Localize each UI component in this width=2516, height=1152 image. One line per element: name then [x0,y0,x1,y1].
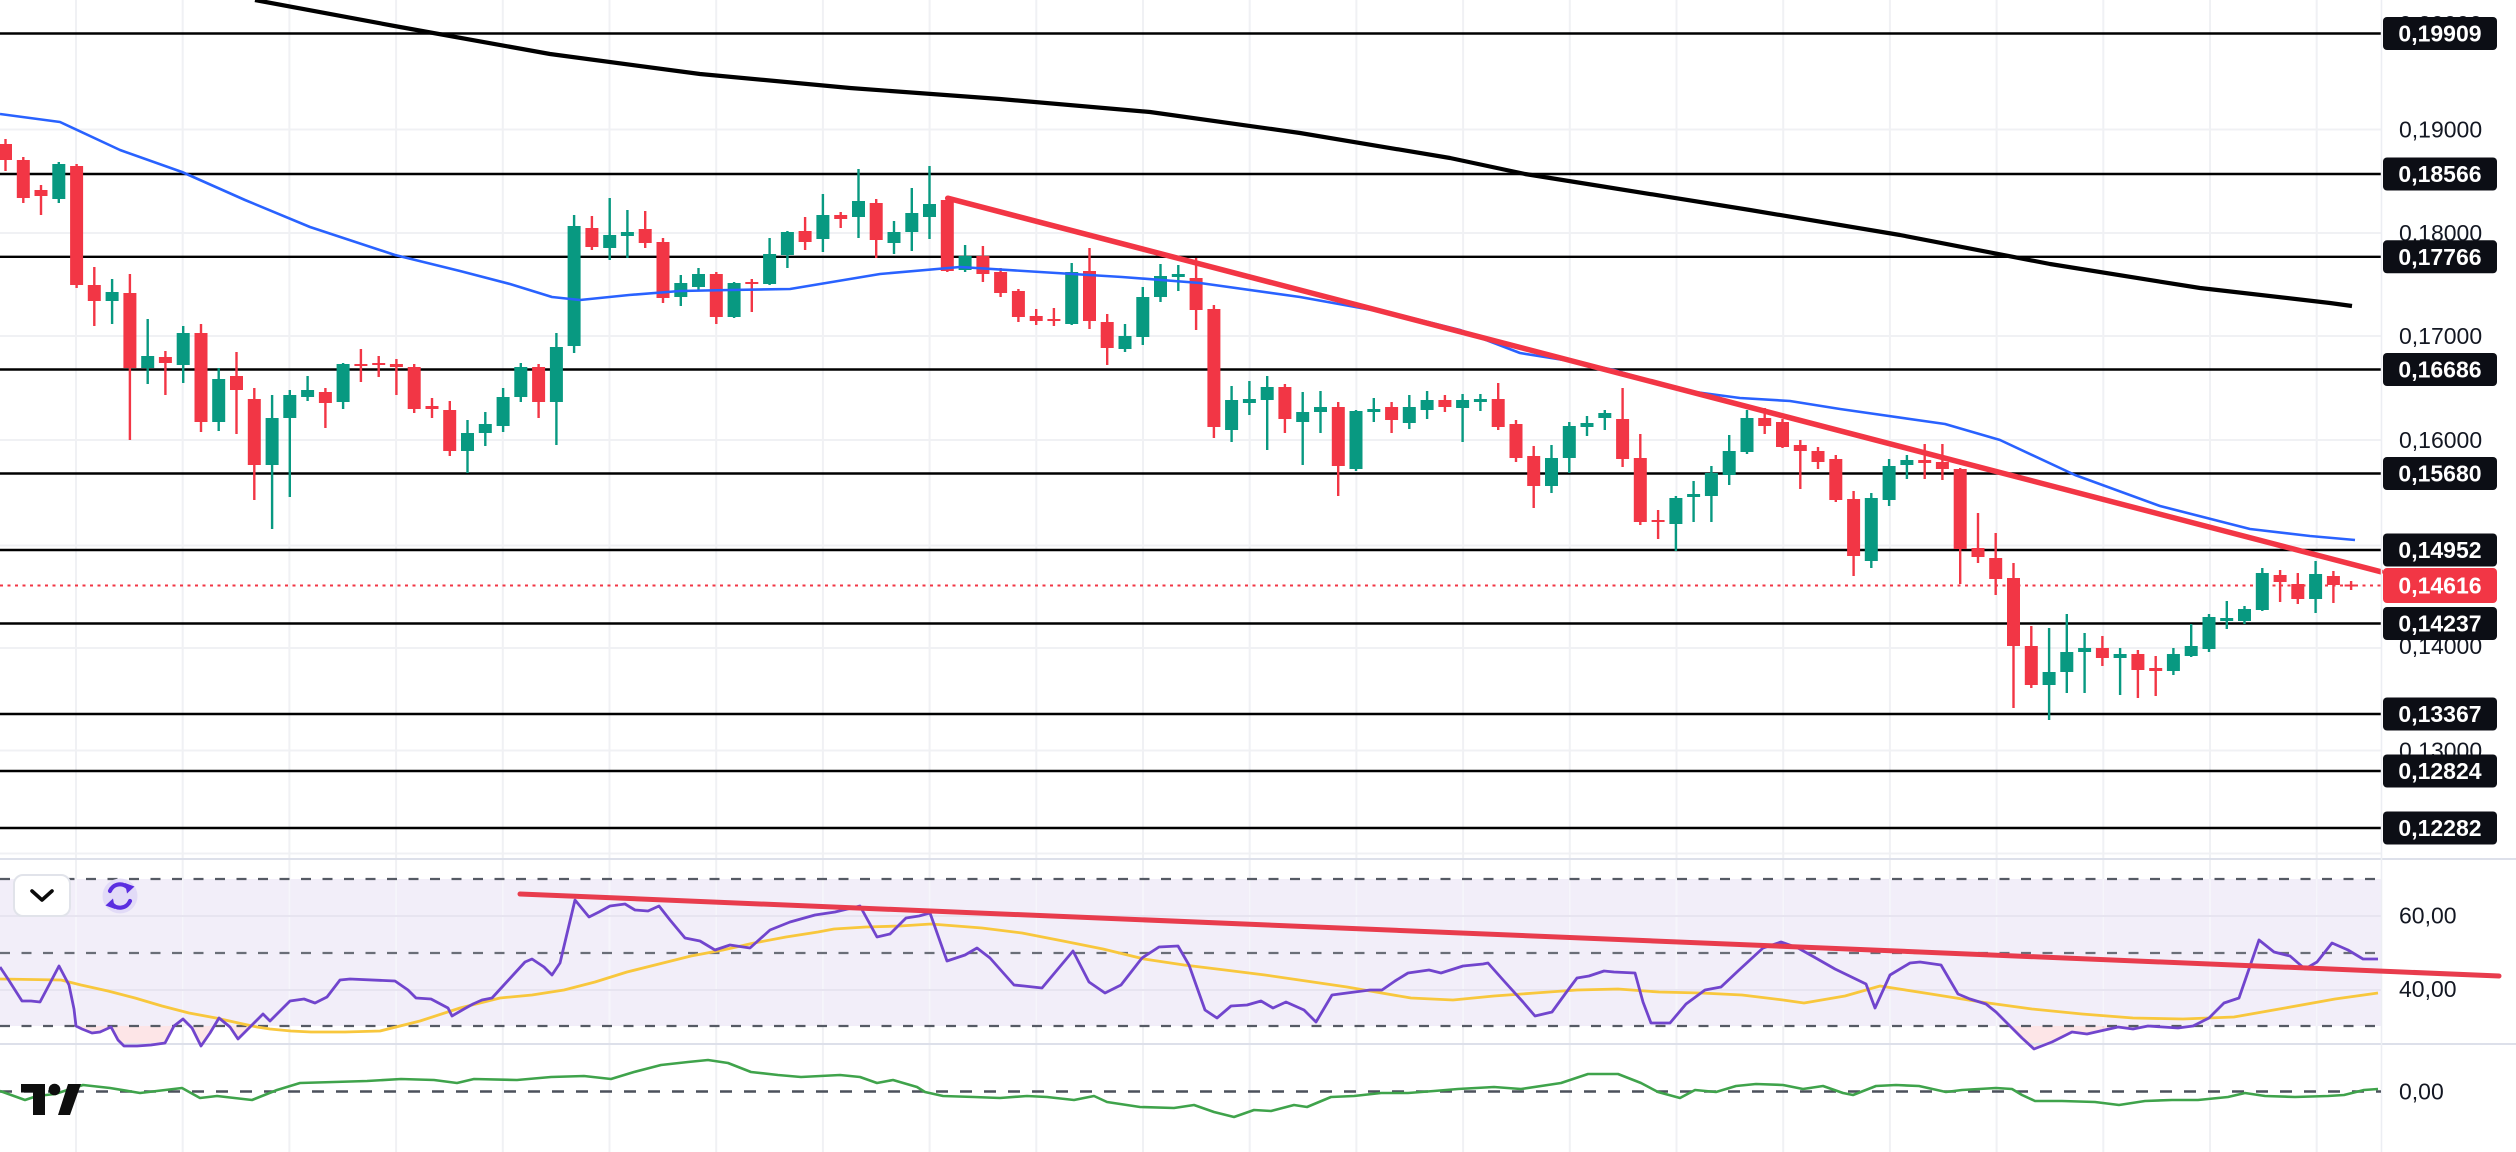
svg-text:0,16000: 0,16000 [2399,427,2482,453]
svg-text:0,14237: 0,14237 [2398,611,2481,637]
svg-text:0,00: 0,00 [2399,1079,2444,1105]
svg-text:0,14616: 0,14616 [2398,573,2481,599]
svg-text:0,14952: 0,14952 [2398,537,2481,563]
svg-text:60,00: 60,00 [2399,903,2457,929]
svg-text:0,16686: 0,16686 [2398,357,2481,383]
svg-text:0,15680: 0,15680 [2398,461,2481,487]
svg-text:0,17766: 0,17766 [2398,244,2481,270]
svg-text:0,13367: 0,13367 [2398,701,2481,727]
svg-text:0,19000: 0,19000 [2399,117,2482,143]
svg-text:0,12282: 0,12282 [2398,815,2481,841]
svg-text:40,00: 40,00 [2399,976,2457,1002]
svg-text:0,17000: 0,17000 [2399,323,2482,349]
svg-text:0,18566: 0,18566 [2398,161,2481,187]
svg-text:0,19909: 0,19909 [2398,21,2481,47]
svg-text:0,12824: 0,12824 [2398,758,2481,784]
